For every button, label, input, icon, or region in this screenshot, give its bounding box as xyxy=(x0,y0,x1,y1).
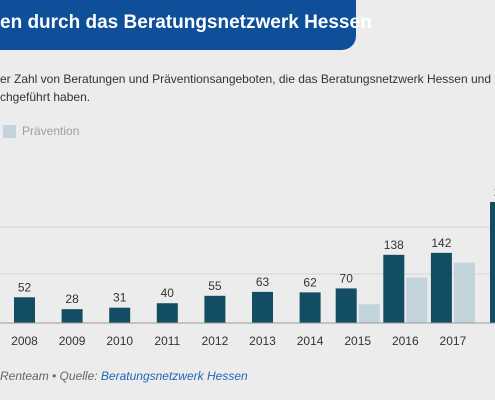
bar-praevention-2016 xyxy=(406,277,428,323)
title-banner: en durch das Beratungsnetzwerk Hessen xyxy=(0,0,372,50)
data-label-2014: 62 xyxy=(303,275,317,289)
bar-praevention-2015 xyxy=(358,304,380,323)
chart-title: en durch das Beratungsnetzwerk Hessen xyxy=(0,12,372,33)
x-tick-label-2017: 2017 xyxy=(440,334,467,348)
data-label-2012: 55 xyxy=(208,279,222,293)
bar-beratung-2017 xyxy=(430,252,452,323)
data-label-2011: 40 xyxy=(161,286,175,300)
legend-label-praevention: Prävention xyxy=(22,124,80,138)
data-label-2016: 138 xyxy=(384,238,404,252)
data-label-2009: 28 xyxy=(65,292,79,306)
data-label-2015: 70 xyxy=(340,271,354,285)
bar-beratung-2008 xyxy=(14,297,35,323)
description-line-2: chgeführt haben. xyxy=(0,90,91,104)
source-prefix: Renteam • Quelle: xyxy=(0,369,101,383)
x-tick-label-2015: 2015 xyxy=(344,334,371,348)
bar-beratung-2011 xyxy=(156,303,178,323)
bar-chart: 52 2008 28 2009 31 2010 40 2011 55 2012 63 2013 62 20… xyxy=(0,185,495,348)
x-tick-label-2011: 2011 xyxy=(154,334,180,348)
data-label-2: 24 xyxy=(494,185,495,199)
data-label-2017: 142 xyxy=(431,236,451,250)
bar-praevention-2017 xyxy=(453,262,475,323)
bar-beratung-2009 xyxy=(61,309,83,323)
x-tick-label-2008: 2008 xyxy=(11,334,38,348)
x-tick-label-2012: 2012 xyxy=(202,334,229,348)
x-tick-label-2010: 2010 xyxy=(106,334,133,348)
x-tick-label-2013: 2013 xyxy=(249,334,276,348)
bar-beratung-2015 xyxy=(335,288,357,323)
description-line-1: er Zahl von Beratungen und Präventionsan… xyxy=(0,72,491,86)
data-label-2013: 63 xyxy=(256,275,270,289)
legend: Prävention xyxy=(0,124,200,139)
x-tick-label-2016: 2016 xyxy=(392,334,419,348)
bar-beratung-2 xyxy=(490,201,495,323)
legend-swatch-praevention xyxy=(3,125,16,138)
x-tick-label-2014: 2014 xyxy=(297,334,324,348)
x-tick-label-2009: 2009 xyxy=(59,334,86,348)
bar-beratung-2013 xyxy=(252,291,273,323)
data-label-2008: 52 xyxy=(18,280,32,294)
data-label-2010: 31 xyxy=(113,291,127,305)
bar-beratung-2016 xyxy=(383,254,405,323)
bar-beratung-2014 xyxy=(299,292,321,323)
source-link[interactable]: Beratungsnetzwerk Hessen xyxy=(100,369,248,383)
bar-beratung-2012 xyxy=(204,295,226,323)
source-line: Renteam • Quelle: Beratungsnetzwerk Hess… xyxy=(0,369,248,383)
bar-beratung-2010 xyxy=(109,307,131,323)
